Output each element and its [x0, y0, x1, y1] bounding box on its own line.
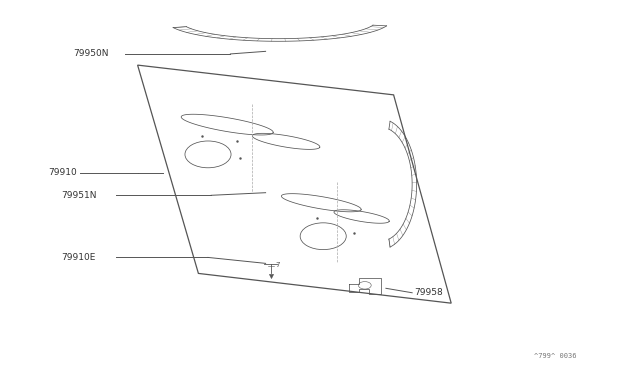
Text: 79951N: 79951N [61, 191, 96, 200]
Text: 79950N: 79950N [74, 49, 109, 58]
Text: 79910E: 79910E [61, 253, 95, 262]
Text: ^799^ 0036: ^799^ 0036 [534, 353, 577, 359]
Text: 79910: 79910 [48, 169, 77, 177]
Text: 79958: 79958 [414, 288, 443, 297]
Text: 7: 7 [276, 262, 280, 268]
